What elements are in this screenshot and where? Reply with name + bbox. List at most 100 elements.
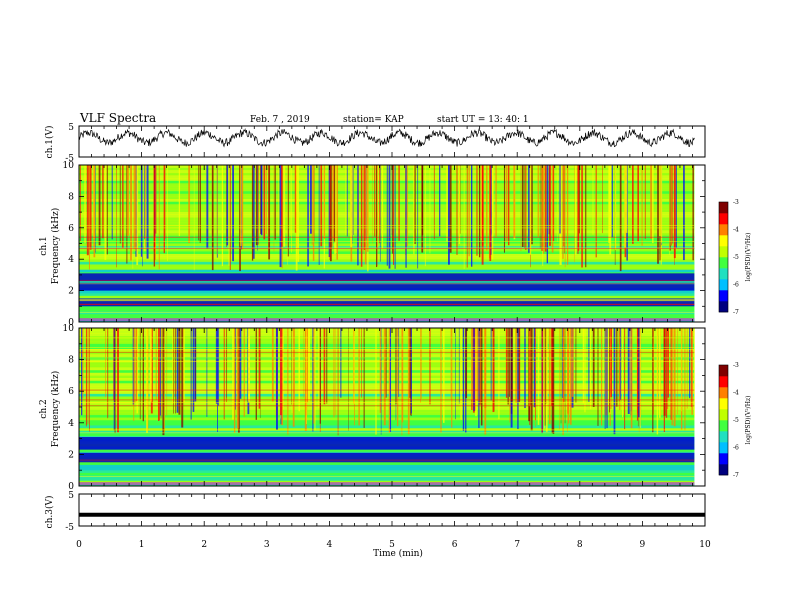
- spectrogram-streak: [329, 165, 331, 260]
- spectrogram-streak: [478, 328, 480, 429]
- time-axis: 0 1 2 3 4 5 6 7 8 9 10: [76, 540, 711, 550]
- spectrogram-streak: [265, 165, 267, 235]
- spectrogram-streak: [600, 328, 603, 426]
- spectrogram-streak: [318, 165, 320, 265]
- spectrogram-streak: [564, 165, 565, 254]
- spectrogram-row: [79, 351, 695, 355]
- colorbar-segment: [719, 431, 728, 443]
- spectrogram-streak: [681, 328, 682, 412]
- spectrogram-streak: [562, 328, 563, 399]
- spectrogram-streak: [211, 165, 214, 271]
- spectrogram-streak: [190, 328, 192, 420]
- spectrogram-streak: [367, 165, 369, 252]
- spectrogram-streak: [630, 328, 633, 429]
- spectrogram-streak: [340, 328, 342, 398]
- colorbar-segment: [719, 409, 728, 421]
- spectrogram-streak: [480, 328, 483, 426]
- spectrogram-row: [79, 225, 695, 229]
- spectrogram-streak: [507, 328, 509, 405]
- spectrogram-streak: [619, 328, 621, 411]
- time-tick-label: 4: [327, 540, 333, 550]
- spectrogram-streak: [462, 328, 465, 431]
- spectrogram-streak: [460, 328, 462, 420]
- spectrogram-narrowband-line: [79, 300, 695, 302]
- spectrogram-streak: [562, 328, 564, 435]
- spectrogram-streak: [158, 165, 160, 270]
- spectrogram-streak: [424, 165, 426, 267]
- spectrogram-streak: [381, 165, 384, 249]
- spectrogram-streak: [281, 328, 284, 426]
- spectrogram-lowfreq-line: [79, 482, 695, 486]
- spectrogram-streak: [117, 328, 120, 433]
- spectrogram-streak: [336, 165, 338, 260]
- spectrogram-narrowband-line: [79, 311, 695, 313]
- spectrogram-streak: [548, 328, 551, 424]
- spectrogram-row: [79, 183, 695, 187]
- spectrogram-streak: [673, 165, 676, 259]
- spectrogram-row: [79, 293, 695, 297]
- spectrogram-streak: [346, 165, 348, 237]
- spectrogram-narrowband-line: [79, 337, 695, 339]
- ch1-spectrogram-panel: 0 2 4 6 8 10: [63, 161, 706, 328]
- spectrogram-streak: [686, 328, 688, 409]
- spectrogram-streak: [546, 165, 548, 264]
- spectrogram-narrowband-line: [79, 361, 695, 362]
- spectrogram-streak: [401, 328, 404, 423]
- spectrogram-streak: [677, 328, 679, 415]
- spectrogram-streak: [323, 328, 326, 405]
- spectrogram-streak: [172, 328, 174, 404]
- colorbar-segment: [719, 202, 728, 214]
- spectrogram-narrowband-line: [79, 347, 695, 348]
- time-tick-label: 0: [76, 540, 82, 550]
- spectrogram-row: [79, 185, 695, 189]
- spectrogram-streak: [505, 165, 508, 242]
- spectrogram-streak: [182, 328, 185, 402]
- spectrogram-streak: [239, 328, 242, 399]
- colorbar-tick-label: -6: [733, 445, 739, 452]
- spectrogram-streak: [638, 328, 640, 418]
- ch1-ytick-label: -5: [65, 154, 74, 164]
- spectrogram-row: [79, 261, 695, 265]
- spectrogram-streak: [235, 328, 237, 410]
- spectrogram-streak: [255, 165, 258, 246]
- spectrogram-streak: [263, 165, 266, 240]
- spectrogram-streak: [659, 165, 661, 237]
- spectrogram-streak: [178, 165, 181, 237]
- station-label: station= KAP: [343, 115, 404, 125]
- colorbar-segment: [719, 279, 728, 291]
- spectrogram-streak: [276, 328, 278, 430]
- spectrogram-row: [79, 462, 695, 466]
- spectrogram-streak: [294, 165, 297, 233]
- spectrogram-row: [79, 180, 695, 184]
- spectrogram-row: [79, 212, 695, 216]
- spectrogram-row: [79, 269, 695, 273]
- spectrogram-streak: [629, 328, 632, 404]
- spectrogram-streak: [407, 328, 410, 435]
- spectrogram-narrowband-line: [79, 225, 695, 226]
- spectrogram-streak: [374, 165, 376, 237]
- spectrogram-row: [79, 362, 695, 366]
- spectrogram-streak: [542, 165, 544, 266]
- spectrogram-streak: [670, 165, 672, 246]
- spectrogram-streak: [482, 165, 484, 246]
- spectrogram-streak: [605, 328, 607, 416]
- spectrogram-streak: [606, 328, 608, 429]
- spectrogram-row: [79, 191, 695, 195]
- colorbar-tick-label: -4: [733, 390, 739, 397]
- frequency-tick-label: 10: [63, 161, 75, 171]
- frequency-tick-label: 6: [68, 387, 74, 397]
- spectrogram-row: [79, 306, 695, 310]
- spectrogram-row: [79, 383, 695, 387]
- spectrogram-streak: [465, 328, 468, 399]
- spectrogram-streak: [386, 165, 388, 266]
- spectrogram-lowfreq-line: [79, 318, 695, 322]
- spectrogram-streak: [153, 165, 155, 252]
- ch1-voltage-trace: [78, 127, 695, 148]
- spectrogram-row: [79, 391, 695, 395]
- ch3-ytick-label: 5: [68, 491, 74, 501]
- spectrogram-narrowband-line: [79, 402, 695, 403]
- ch1-spectrogram-ylabel-line1: ch.1: [39, 236, 49, 255]
- spectrogram-streak: [363, 165, 366, 251]
- spectrogram-streak: [689, 328, 691, 399]
- spectrogram-streak: [86, 165, 89, 256]
